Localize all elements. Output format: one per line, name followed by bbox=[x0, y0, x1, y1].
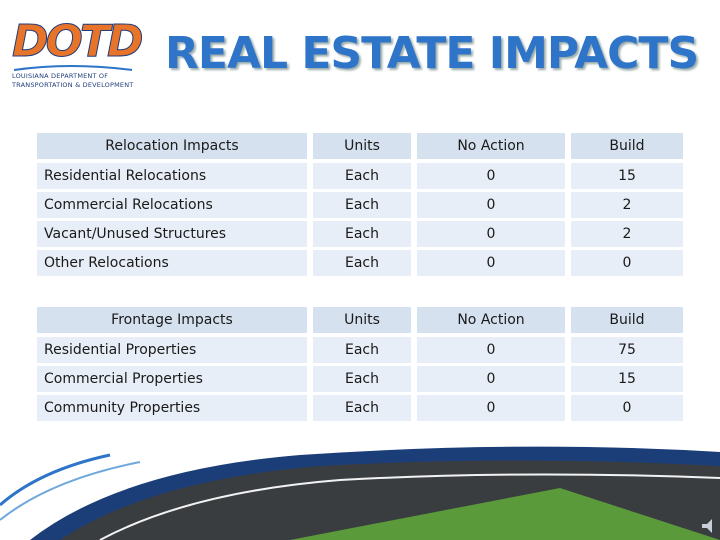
table-header-cell: Relocation Impacts bbox=[37, 133, 307, 159]
table-cell: Community Properties bbox=[37, 395, 307, 421]
table-cell: 0 bbox=[417, 192, 565, 218]
table-cell: Residential Properties bbox=[37, 337, 307, 363]
table-cell: 0 bbox=[417, 163, 565, 189]
blue-stripe bbox=[0, 453, 111, 507]
table-cell: 15 bbox=[571, 163, 683, 189]
table-cell: Commercial Properties bbox=[37, 366, 307, 392]
slide-title: REAL ESTATE IMPACTS bbox=[165, 28, 699, 79]
table-cell: 2 bbox=[571, 192, 683, 218]
green-wedge bbox=[290, 488, 720, 540]
logo-text: TRANSPORTATION & DEVELOPMENT bbox=[12, 81, 134, 89]
table-cell: 0 bbox=[571, 395, 683, 421]
table-cell: 15 bbox=[571, 366, 683, 392]
table-header-cell: Build bbox=[571, 133, 683, 159]
table-header-cell: No Action bbox=[417, 133, 565, 159]
table-cell: Other Relocations bbox=[37, 250, 307, 276]
table-cell: 0 bbox=[417, 366, 565, 392]
table-cell: Each bbox=[313, 192, 411, 218]
table-cell: Residential Relocations bbox=[37, 163, 307, 189]
logo-mark: DOTD bbox=[11, 16, 143, 67]
table-header-cell: No Action bbox=[417, 307, 565, 333]
table-cell: Commercial Relocations bbox=[37, 192, 307, 218]
table-header-cell: Frontage Impacts bbox=[37, 307, 307, 333]
table-cell: Each bbox=[313, 337, 411, 363]
table-cell: Each bbox=[313, 395, 411, 421]
table-cell: 2 bbox=[571, 221, 683, 247]
table-header-cell: Units bbox=[313, 133, 411, 159]
table-header-cell: Build bbox=[571, 307, 683, 333]
table-cell: Vacant/Unused Structures bbox=[37, 221, 307, 247]
table-cell: Each bbox=[313, 366, 411, 392]
table-cell: 0 bbox=[417, 221, 565, 247]
table-cell: 0 bbox=[571, 250, 683, 276]
table-cell: 75 bbox=[571, 337, 683, 363]
table-cell: Each bbox=[313, 163, 411, 189]
table-cell: Each bbox=[313, 250, 411, 276]
table-cell: Each bbox=[313, 221, 411, 247]
logo-wave bbox=[13, 65, 133, 71]
logo-text: LOUISIANA DEPARTMENT OF bbox=[12, 72, 109, 80]
blue-stripe bbox=[0, 461, 141, 521]
road-line bbox=[99, 473, 720, 540]
table-cell: 0 bbox=[417, 337, 565, 363]
table-cell: 0 bbox=[417, 250, 565, 276]
table-header-cell: Units bbox=[313, 307, 411, 333]
table-cell: 0 bbox=[417, 395, 565, 421]
speaker-icon bbox=[702, 519, 712, 533]
